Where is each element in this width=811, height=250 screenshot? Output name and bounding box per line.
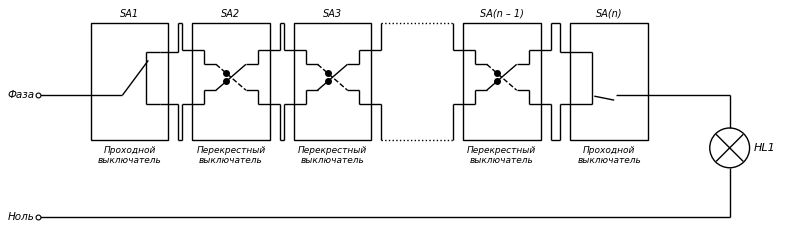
Bar bbox=[294, 22, 371, 140]
Text: Перекрестный
выключатель: Перекрестный выключатель bbox=[196, 146, 265, 165]
Text: SA1: SA1 bbox=[120, 8, 139, 18]
Text: Ноль: Ноль bbox=[8, 212, 35, 222]
Bar bbox=[570, 22, 648, 140]
Text: SA2: SA2 bbox=[221, 8, 241, 18]
Text: SA(n – 1): SA(n – 1) bbox=[480, 8, 524, 18]
Bar bbox=[463, 22, 541, 140]
Bar bbox=[91, 22, 168, 140]
Bar bbox=[192, 22, 270, 140]
Text: SA(n): SA(n) bbox=[596, 8, 623, 18]
Text: Проходной
выключатель: Проходной выключатель bbox=[97, 146, 161, 165]
Text: Фаза: Фаза bbox=[8, 90, 35, 100]
Text: SA3: SA3 bbox=[323, 8, 342, 18]
Text: Перекрестный
выключатель: Перекрестный выключатель bbox=[298, 146, 367, 165]
Text: Перекрестный
выключатель: Перекрестный выключатель bbox=[467, 146, 536, 165]
Text: HL1: HL1 bbox=[753, 143, 775, 153]
Text: Проходной
выключатель: Проходной выключатель bbox=[577, 146, 642, 165]
